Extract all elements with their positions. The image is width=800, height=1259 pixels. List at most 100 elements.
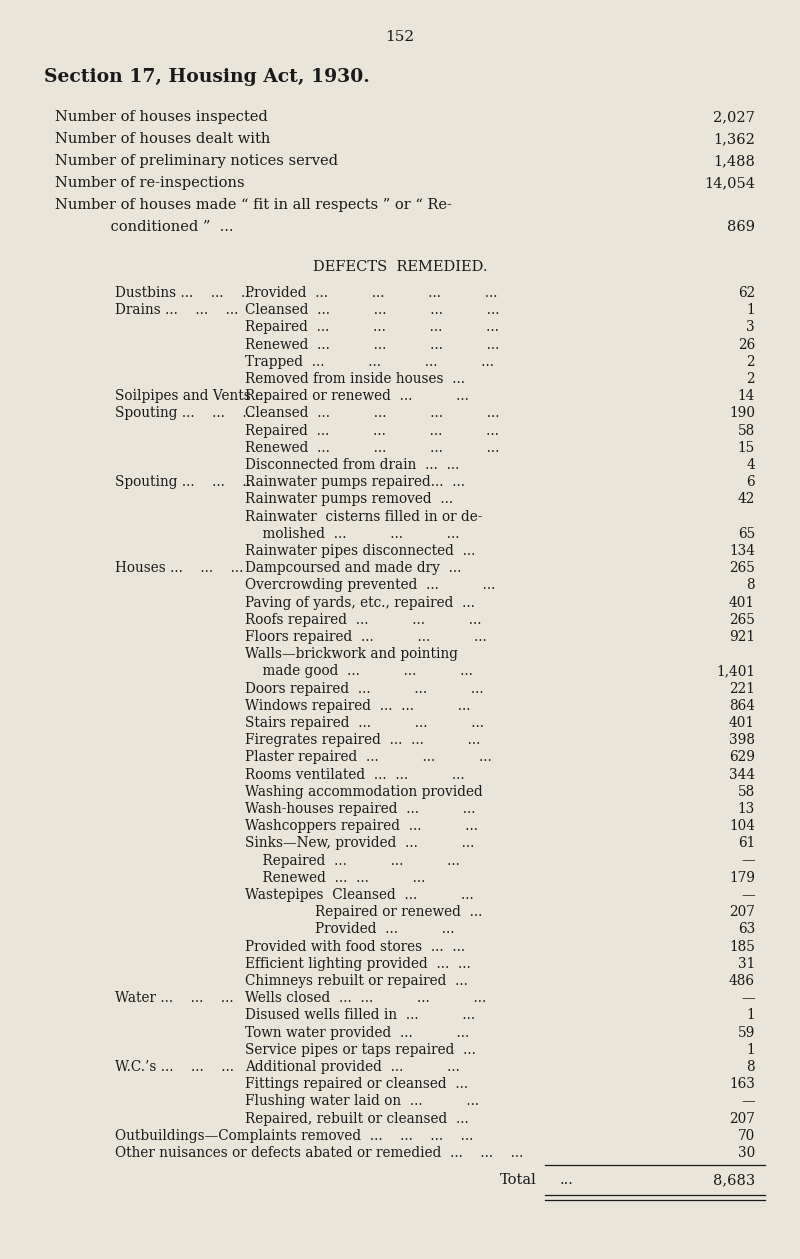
- Text: 63: 63: [738, 923, 755, 937]
- Text: 3: 3: [746, 320, 755, 335]
- Text: 207: 207: [729, 1112, 755, 1126]
- Text: Service pipes or taps repaired  ...: Service pipes or taps repaired ...: [245, 1042, 476, 1056]
- Text: 2,027: 2,027: [713, 110, 755, 123]
- Text: 58: 58: [738, 784, 755, 798]
- Text: Efficient lighting provided  ...  ...: Efficient lighting provided ... ...: [245, 957, 470, 971]
- Text: Additional provided  ...          ...: Additional provided ... ...: [245, 1060, 460, 1074]
- Text: Overcrowding prevented  ...          ...: Overcrowding prevented ... ...: [245, 578, 495, 593]
- Text: Rainwater pipes disconnected  ...: Rainwater pipes disconnected ...: [245, 544, 475, 558]
- Text: Rainwater pumps repaired...  ...: Rainwater pumps repaired... ...: [245, 475, 465, 490]
- Text: Provided  ...          ...: Provided ... ...: [245, 923, 454, 937]
- Text: 42: 42: [738, 492, 755, 506]
- Text: Flushing water laid on  ...          ...: Flushing water laid on ... ...: [245, 1094, 479, 1108]
- Text: Renewed  ...          ...          ...          ...: Renewed ... ... ... ...: [245, 337, 499, 351]
- Text: Doors repaired  ...          ...          ...: Doors repaired ... ... ...: [245, 681, 484, 696]
- Text: 30: 30: [738, 1146, 755, 1160]
- Text: Walls—brickwork and pointing: Walls—brickwork and pointing: [245, 647, 458, 661]
- Text: Sinks—New, provided  ...          ...: Sinks—New, provided ... ...: [245, 836, 474, 850]
- Text: 1,362: 1,362: [713, 132, 755, 146]
- Text: 190: 190: [729, 407, 755, 421]
- Text: 207: 207: [729, 905, 755, 919]
- Text: made good  ...          ...          ...: made good ... ... ...: [245, 665, 473, 679]
- Text: 265: 265: [729, 613, 755, 627]
- Text: Cleansed  ...          ...          ...          ...: Cleansed ... ... ... ...: [245, 407, 499, 421]
- Text: conditioned ”  ...: conditioned ” ...: [55, 220, 234, 234]
- Text: 163: 163: [729, 1078, 755, 1092]
- Text: Removed from inside houses  ...: Removed from inside houses ...: [245, 371, 465, 387]
- Text: Washcoppers repaired  ...          ...: Washcoppers repaired ... ...: [245, 820, 478, 833]
- Text: Provided  ...          ...          ...          ...: Provided ... ... ... ...: [245, 286, 498, 300]
- Text: 13: 13: [738, 802, 755, 816]
- Text: Repaired  ...          ...          ...          ...: Repaired ... ... ... ...: [245, 423, 499, 438]
- Text: Repaired, rebuilt or cleansed  ...: Repaired, rebuilt or cleansed ...: [245, 1112, 469, 1126]
- Text: 2: 2: [746, 371, 755, 387]
- Text: Rainwater pumps removed  ...: Rainwater pumps removed ...: [245, 492, 453, 506]
- Text: 65: 65: [738, 526, 755, 541]
- Text: 221: 221: [729, 681, 755, 696]
- Text: Dustbins ...    ...    ...: Dustbins ... ... ...: [115, 286, 254, 300]
- Text: Spouting ...    ...    ...: Spouting ... ... ...: [115, 407, 255, 421]
- Text: 1: 1: [746, 1008, 755, 1022]
- Text: 8,683: 8,683: [713, 1173, 755, 1187]
- Text: —: —: [742, 888, 755, 901]
- Text: 14,054: 14,054: [704, 176, 755, 190]
- Text: Number of re-inspections: Number of re-inspections: [55, 176, 245, 190]
- Text: Disconnected from drain  ...  ...: Disconnected from drain ... ...: [245, 458, 459, 472]
- Text: 104: 104: [729, 820, 755, 833]
- Text: Wastepipes  Cleansed  ...          ...: Wastepipes Cleansed ... ...: [245, 888, 474, 901]
- Text: Dampcoursed and made dry  ...: Dampcoursed and made dry ...: [245, 562, 462, 575]
- Text: Spouting ...    ...    ...: Spouting ... ... ...: [115, 475, 255, 490]
- Text: W.C.’s ...    ...    ...: W.C.’s ... ... ...: [115, 1060, 234, 1074]
- Text: 185: 185: [729, 939, 755, 953]
- Text: Wells closed  ...  ...          ...          ...: Wells closed ... ... ... ...: [245, 991, 486, 1005]
- Text: Repaired or renewed  ...: Repaired or renewed ...: [245, 905, 482, 919]
- Text: Number of houses dealt with: Number of houses dealt with: [55, 132, 270, 146]
- Text: 921: 921: [729, 630, 755, 645]
- Text: —: —: [742, 1094, 755, 1108]
- Text: 8: 8: [746, 1060, 755, 1074]
- Text: Provided with food stores  ...  ...: Provided with food stores ... ...: [245, 939, 465, 953]
- Text: 134: 134: [729, 544, 755, 558]
- Text: 265: 265: [729, 562, 755, 575]
- Text: 15: 15: [738, 441, 755, 454]
- Text: 344: 344: [729, 768, 755, 782]
- Text: 629: 629: [729, 750, 755, 764]
- Text: Firegrates repaired  ...  ...          ...: Firegrates repaired ... ... ...: [245, 733, 480, 747]
- Text: 401: 401: [729, 716, 755, 730]
- Text: 2: 2: [746, 355, 755, 369]
- Text: DEFECTS  REMEDIED.: DEFECTS REMEDIED.: [313, 261, 487, 274]
- Text: Floors repaired  ...          ...          ...: Floors repaired ... ... ...: [245, 630, 486, 645]
- Text: Rainwater  cisterns filled in or de-: Rainwater cisterns filled in or de-: [245, 510, 482, 524]
- Text: 8: 8: [746, 578, 755, 593]
- Text: 179: 179: [729, 871, 755, 885]
- Text: Section 17, Housing Act, 1930.: Section 17, Housing Act, 1930.: [44, 68, 370, 86]
- Text: 486: 486: [729, 974, 755, 988]
- Text: Paving of yards, etc., repaired  ...: Paving of yards, etc., repaired ...: [245, 596, 475, 609]
- Text: 1,488: 1,488: [713, 154, 755, 167]
- Text: Trapped  ...          ...          ...          ...: Trapped ... ... ... ...: [245, 355, 494, 369]
- Text: Roofs repaired  ...          ...          ...: Roofs repaired ... ... ...: [245, 613, 482, 627]
- Text: Repaired  ...          ...          ...: Repaired ... ... ...: [245, 854, 460, 867]
- Text: 4: 4: [746, 458, 755, 472]
- Text: 1: 1: [746, 303, 755, 317]
- Text: Repaired or renewed  ...          ...: Repaired or renewed ... ...: [245, 389, 469, 403]
- Text: 62: 62: [738, 286, 755, 300]
- Text: Windows repaired  ...  ...          ...: Windows repaired ... ... ...: [245, 699, 470, 713]
- Text: Disused wells filled in  ...          ...: Disused wells filled in ... ...: [245, 1008, 475, 1022]
- Text: Water ...    ...    ...: Water ... ... ...: [115, 991, 234, 1005]
- Text: —: —: [742, 991, 755, 1005]
- Text: Repaired  ...          ...          ...          ...: Repaired ... ... ... ...: [245, 320, 499, 335]
- Text: Other nuisances or defects abated or remedied  ...    ...    ...: Other nuisances or defects abated or rem…: [115, 1146, 523, 1160]
- Text: 70: 70: [738, 1129, 755, 1143]
- Text: Chimneys rebuilt or repaired  ...: Chimneys rebuilt or repaired ...: [245, 974, 468, 988]
- Text: 14: 14: [738, 389, 755, 403]
- Text: Wash-houses repaired  ...          ...: Wash-houses repaired ... ...: [245, 802, 475, 816]
- Text: 61: 61: [738, 836, 755, 850]
- Text: 1: 1: [746, 1042, 755, 1056]
- Text: 864: 864: [729, 699, 755, 713]
- Text: 398: 398: [729, 733, 755, 747]
- Text: Houses ...    ...    ...: Houses ... ... ...: [115, 562, 243, 575]
- Text: Town water provided  ...          ...: Town water provided ... ...: [245, 1026, 470, 1040]
- Text: Stairs repaired  ...          ...          ...: Stairs repaired ... ... ...: [245, 716, 484, 730]
- Text: 401: 401: [729, 596, 755, 609]
